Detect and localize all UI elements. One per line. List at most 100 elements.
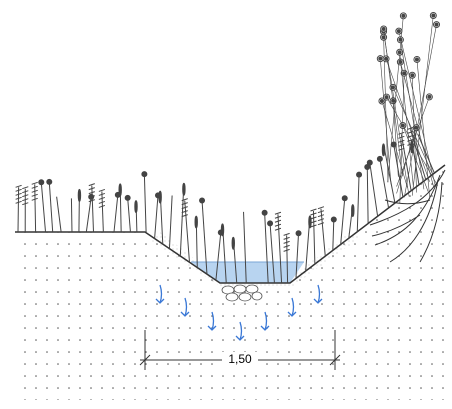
water <box>191 262 304 283</box>
stem <box>201 200 208 275</box>
leaf <box>317 218 325 222</box>
seed-head <box>220 223 225 237</box>
arrow <box>155 284 165 304</box>
leaf <box>15 188 22 192</box>
flower <box>376 155 383 162</box>
flower <box>124 194 131 201</box>
leaf <box>31 181 38 185</box>
flower <box>199 197 206 204</box>
stem <box>48 181 54 233</box>
stem <box>392 87 434 176</box>
flower-center <box>384 95 389 100</box>
stem <box>143 174 147 233</box>
stem <box>399 73 405 204</box>
stem <box>70 198 73 233</box>
stem <box>91 185 94 233</box>
stem <box>416 59 431 199</box>
stem <box>383 28 403 177</box>
seed-head <box>231 236 235 250</box>
leaf <box>31 185 38 189</box>
gravel <box>221 284 263 302</box>
flower <box>267 220 274 227</box>
leaf <box>88 199 95 203</box>
stem <box>312 211 316 265</box>
flower <box>356 171 363 178</box>
leaf <box>274 227 282 231</box>
stem <box>386 96 438 186</box>
stem <box>215 232 222 281</box>
flower <box>141 171 148 178</box>
seed-head <box>77 188 82 202</box>
seed-head <box>308 215 312 229</box>
stem <box>56 196 62 233</box>
stem <box>383 143 396 204</box>
plants <box>15 11 441 284</box>
leaf <box>274 219 282 223</box>
flower-center <box>434 22 439 27</box>
leaf <box>317 222 325 226</box>
leaf <box>98 196 106 200</box>
leaf <box>181 206 188 210</box>
leaf <box>88 187 95 191</box>
leaf <box>310 220 317 224</box>
stem <box>332 219 335 251</box>
leaf <box>181 210 188 214</box>
leaf <box>22 198 29 202</box>
arrow <box>313 284 323 304</box>
leaf <box>22 186 29 190</box>
stem <box>34 184 37 233</box>
stem <box>127 197 131 233</box>
seed-head <box>381 143 386 157</box>
leaf <box>22 190 29 194</box>
stem <box>295 233 300 279</box>
flower <box>366 159 373 166</box>
arrow <box>207 311 217 331</box>
flower-center <box>402 71 407 76</box>
leaf <box>283 248 290 252</box>
leaf <box>31 189 38 193</box>
arrow <box>260 311 270 331</box>
flower <box>46 178 53 185</box>
stem <box>369 162 379 217</box>
stem <box>399 52 414 188</box>
infiltration-arrows <box>155 284 323 341</box>
leaf <box>98 204 106 208</box>
soil <box>15 165 445 400</box>
stem <box>411 75 417 193</box>
flower-center <box>390 85 395 90</box>
seed-head <box>118 183 122 197</box>
stem <box>400 39 425 190</box>
stem <box>286 235 289 284</box>
roots <box>369 169 446 263</box>
flower-center <box>427 94 432 99</box>
ground-line <box>15 164 446 284</box>
leaf <box>98 192 106 196</box>
leaf <box>317 214 325 218</box>
flower <box>295 230 302 237</box>
flower-center <box>414 57 419 62</box>
flower-center <box>378 56 383 61</box>
stem <box>400 134 412 191</box>
seed-head <box>158 190 162 204</box>
leaf <box>283 244 290 248</box>
leaf <box>98 188 106 192</box>
leaf <box>398 135 405 139</box>
flower-center <box>396 29 401 34</box>
flower <box>330 216 337 223</box>
leaf <box>181 202 188 206</box>
leaf <box>15 192 22 196</box>
stem <box>113 194 119 233</box>
flower <box>364 163 371 170</box>
seed-head <box>182 182 186 196</box>
seed-head <box>351 204 355 218</box>
stem <box>168 195 173 249</box>
stem <box>243 211 247 284</box>
arrow <box>287 297 297 317</box>
flower <box>341 195 348 202</box>
leaf <box>274 215 282 219</box>
stem <box>417 133 435 174</box>
leaf <box>98 200 106 204</box>
flower <box>38 179 45 186</box>
leaf <box>283 232 290 236</box>
